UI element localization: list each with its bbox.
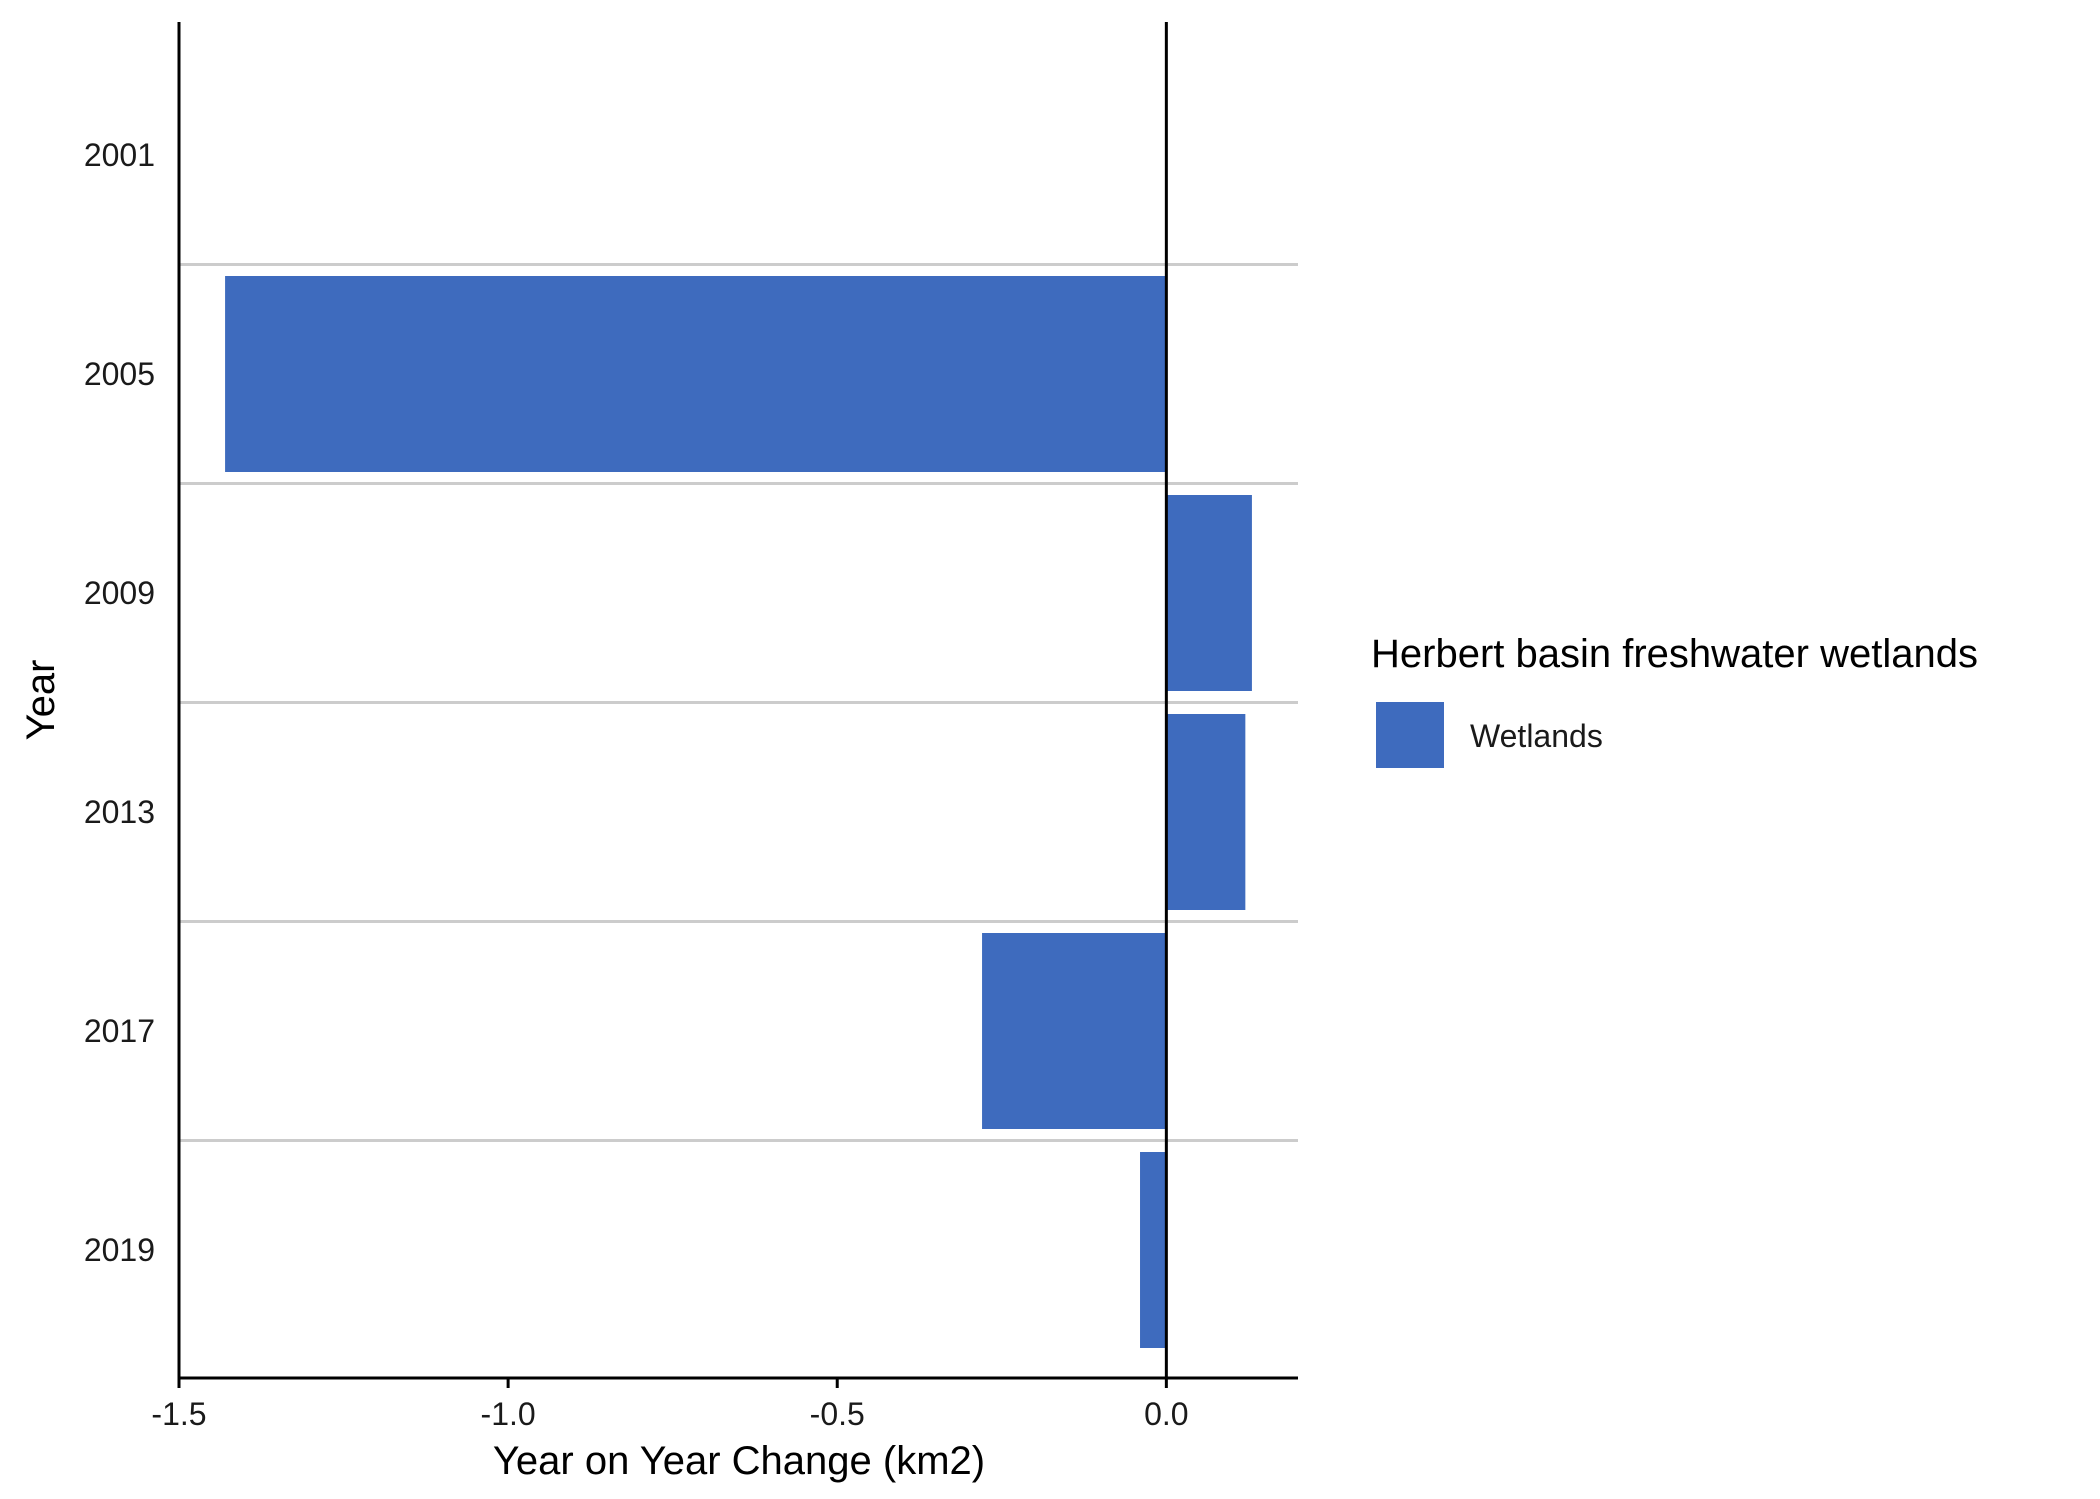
y-axis-title: Year bbox=[19, 660, 63, 741]
y-tick-label: 2019 bbox=[84, 1232, 155, 1268]
bar-2019 bbox=[1140, 1152, 1167, 1348]
x-ticks: -1.5 -1.0 -0.5 0.0 bbox=[151, 1378, 1189, 1432]
bars bbox=[225, 276, 1252, 1348]
bar-2013 bbox=[1166, 714, 1246, 910]
bar-2017 bbox=[982, 933, 1167, 1129]
y-tick-labels: 2001 2005 2009 2013 2017 2019 bbox=[84, 137, 155, 1268]
legend-label: Wetlands bbox=[1470, 718, 1603, 754]
x-axis-title: Year on Year Change (km2) bbox=[493, 1439, 985, 1483]
y-tick-label: 2005 bbox=[84, 356, 155, 392]
bar-2009 bbox=[1166, 495, 1252, 691]
y-tick-label: 2013 bbox=[84, 794, 155, 830]
bar-2005 bbox=[225, 276, 1167, 472]
legend-title: Herbert basin freshwater wetlands bbox=[1371, 632, 1978, 676]
x-tick-label: -0.5 bbox=[810, 1396, 865, 1432]
legend-items: Wetlands bbox=[1376, 702, 1603, 768]
category-separators bbox=[179, 263, 1298, 1142]
y-tick-label: 2009 bbox=[84, 575, 155, 611]
x-tick-label: -1.5 bbox=[151, 1396, 206, 1432]
x-tick-label: 0.0 bbox=[1144, 1396, 1188, 1432]
legend: Herbert basin freshwater wetlands Wetlan… bbox=[1371, 632, 1978, 768]
y-tick-label: 2001 bbox=[84, 137, 155, 173]
x-tick-label: -1.0 bbox=[481, 1396, 536, 1432]
y-tick-label: 2017 bbox=[84, 1013, 155, 1049]
legend-swatch bbox=[1376, 702, 1444, 768]
